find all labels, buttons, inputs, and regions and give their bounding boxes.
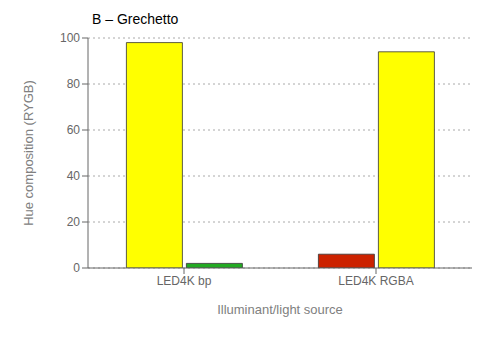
svg-text:Illuminant/light source: Illuminant/light source	[217, 302, 343, 317]
svg-text:100: 100	[60, 31, 80, 45]
svg-text:40: 40	[67, 169, 81, 183]
svg-text:Hue composition (RYGB): Hue composition (RYGB)	[21, 80, 36, 226]
svg-text:LED4K RGBA: LED4K RGBA	[338, 274, 413, 288]
svg-text:0: 0	[73, 261, 80, 275]
svg-text:60: 60	[67, 123, 81, 137]
html-text:B – Grechetto: B – Grechetto	[92, 11, 179, 27]
svg-text:LED4K bp: LED4K bp	[157, 274, 212, 288]
svg-text:20: 20	[67, 215, 81, 229]
svg-text:80: 80	[67, 77, 81, 91]
